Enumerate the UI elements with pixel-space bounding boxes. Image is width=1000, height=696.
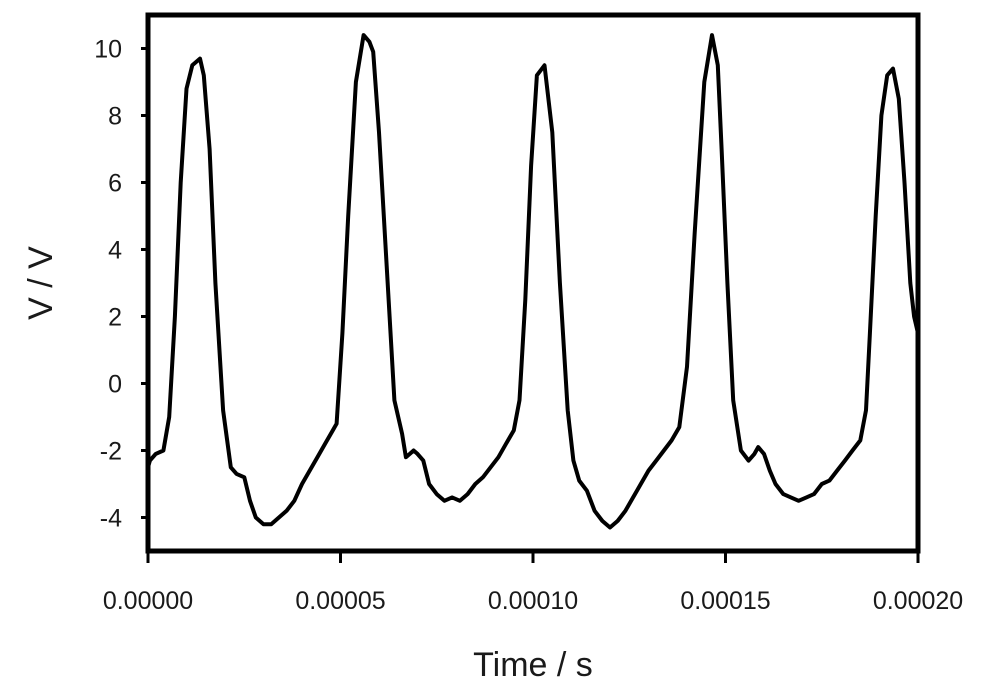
x-tick-label: 0.00000	[103, 587, 193, 615]
x-axis-title: Time / s	[473, 646, 593, 684]
y-tick-label: 4	[108, 237, 122, 265]
y-axis-title: V / V	[22, 246, 60, 320]
x-tick-label: 0.00005	[295, 587, 385, 615]
y-axis-ticks: 10 8 6 4 2 0 -2 -4	[94, 36, 148, 533]
y-tick-label: 10	[94, 36, 122, 64]
plot-frame	[145, 12, 921, 554]
x-axis-ticks: 0.00000 0.00005 0.00010 0.00015 0.00020	[103, 551, 963, 615]
x-tick-label: 0.00010	[488, 587, 578, 615]
y-tick-label: 8	[108, 103, 122, 131]
series-line	[146, 33, 920, 530]
y-tick-label: 0	[108, 371, 122, 399]
y-tick-label: -4	[100, 505, 122, 533]
y-tick-label: 6	[108, 170, 122, 198]
x-tick-label: 0.00020	[873, 587, 963, 615]
y-tick-label: 2	[108, 304, 122, 332]
x-tick-label: 0.00015	[680, 587, 770, 615]
y-tick-label: -2	[100, 438, 122, 466]
